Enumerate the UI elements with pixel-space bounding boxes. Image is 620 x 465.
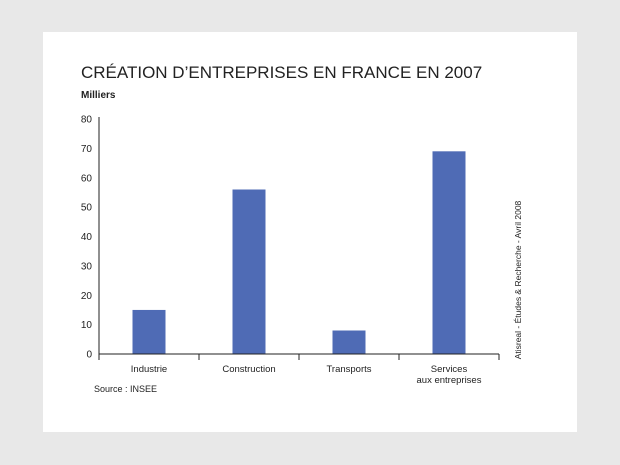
y-tick-label: 30 [81,261,93,272]
chart-title: CRÉATION D’ENTREPRISES EN FRANCE EN 2007 [81,63,482,82]
y-tick-label: 70 [81,144,93,155]
chart-card: CRÉATION D’ENTREPRISES EN FRANCE EN 2007… [43,32,577,432]
x-category-label: Construction [222,364,275,375]
y-tick-label: 0 [86,350,92,361]
y-axis-ticks: 0 10 20 30 40 50 60 70 80 [81,115,93,361]
y-tick-label: 10 [81,320,93,331]
bar [232,189,266,354]
x-category-label: Services [431,364,468,375]
bar [432,151,466,354]
y-tick-label: 40 [81,232,93,243]
bars [132,151,466,354]
y-tick-label: 80 [81,115,93,126]
x-category-label: Industrie [131,364,167,375]
source-note: Source : INSEE [94,384,157,394]
axes [98,117,500,360]
x-category-label: Transports [326,364,371,375]
bar [332,330,366,354]
x-category-label: aux entreprises [417,375,482,386]
bar [132,309,166,354]
y-tick-label: 60 [81,173,93,184]
bar-chart: CRÉATION D’ENTREPRISES EN FRANCE EN 2007… [81,63,523,394]
credit-note: Atisreal - Études & Recherche - Avril 20… [513,200,523,359]
category-labels: Industrie Construction Transports Servicesa… [131,364,482,386]
y-axis-unit-label: Milliers [81,90,116,101]
y-tick-label: 50 [81,203,93,214]
y-tick-label: 20 [81,291,93,302]
